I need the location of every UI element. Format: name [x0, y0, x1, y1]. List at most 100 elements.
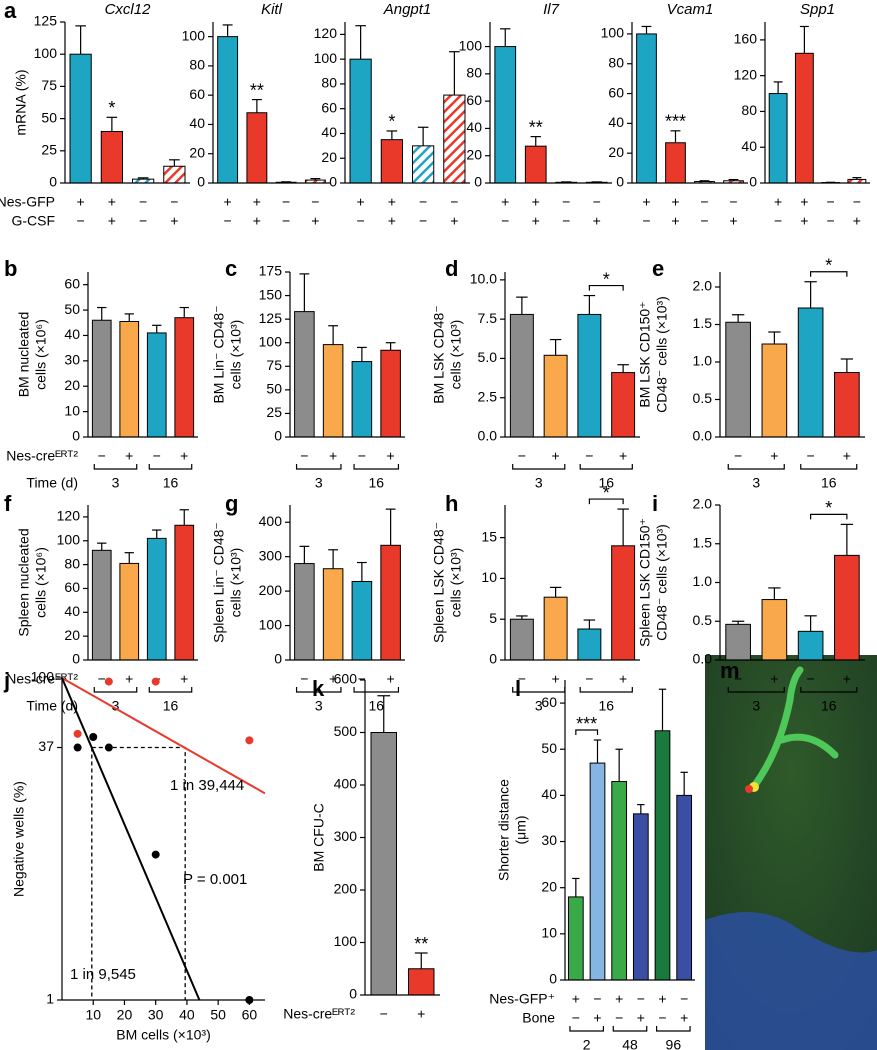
row-sign: + — [680, 1010, 688, 1026]
y-tick-label: 150 — [259, 286, 283, 302]
significance-bracket — [810, 513, 848, 520]
group-title: Time (d) — [26, 475, 78, 491]
row-sign: − — [282, 194, 290, 210]
bar — [543, 354, 568, 438]
row-sign: − — [658, 1010, 666, 1026]
bar — [834, 554, 860, 661]
group-label: 16 — [821, 475, 837, 491]
data-point — [104, 677, 113, 686]
bar — [69, 53, 92, 184]
row-sign: − — [680, 991, 688, 1007]
x-tick-label: 40 — [179, 1007, 195, 1023]
group-bracket — [727, 464, 785, 470]
row-sign: − — [637, 991, 645, 1007]
y-tick-label: 400 — [259, 513, 283, 529]
row-sign: + — [843, 671, 851, 687]
row-sign: − — [282, 213, 290, 229]
group-bracket — [800, 687, 858, 693]
y-tick-label: 100 — [601, 25, 625, 41]
group-label: 96 — [666, 1037, 682, 1050]
row-sign: − — [311, 194, 319, 210]
y-tick-label: 0 — [72, 428, 80, 444]
row-sign: − — [593, 194, 601, 210]
row-sign: + — [615, 991, 623, 1007]
y-tick-label: 300 — [259, 547, 283, 563]
fit-line — [61, 677, 266, 795]
row-sign: + — [843, 448, 851, 464]
y-tick-label: 20 — [321, 149, 337, 165]
y-tick-label: 5 — [489, 610, 497, 626]
y-tick-label: 40 — [541, 786, 557, 802]
y-tick-label: 50 — [541, 740, 557, 756]
y-tick-label: 30 — [541, 832, 557, 848]
bar — [174, 317, 195, 438]
bar — [676, 794, 693, 981]
y-axis-label: Negative wells (%) — [11, 781, 27, 897]
row-sign: − — [224, 213, 232, 229]
y-tick-label: 40 — [608, 114, 624, 130]
bar — [543, 596, 568, 661]
y-tick-label: 40 — [189, 115, 205, 131]
group-label: 3 — [112, 698, 120, 714]
y-tick-label: 25 — [266, 404, 282, 420]
bone-region — [705, 912, 877, 1050]
row-sign: − — [300, 671, 308, 687]
bar — [246, 112, 268, 184]
y-tick-label: 5.0 — [478, 349, 498, 365]
row-sign: − — [562, 213, 570, 229]
group-label: 3 — [315, 475, 323, 491]
group-bracket — [727, 687, 785, 693]
bar — [100, 130, 123, 184]
group-bracket — [295, 687, 342, 693]
y-tick-label: 1.0 — [693, 573, 713, 589]
group-bracket — [295, 464, 342, 470]
y-tick-label: 1 — [46, 991, 54, 1007]
cell-dot — [745, 785, 753, 793]
group-bracket — [148, 687, 193, 693]
bar — [509, 313, 534, 438]
row-sign: − — [729, 194, 737, 210]
data-point — [89, 733, 98, 742]
y-tick-label: 40 — [64, 326, 80, 342]
y-tick-label: 60 — [541, 694, 557, 710]
panel-letter: d — [445, 256, 458, 281]
y-axis-label: Spleen LSK CD150⁺ — [637, 518, 653, 647]
y-tick-label: 60 — [64, 579, 80, 595]
y-axis-label: Spleen Lin⁻ CD48⁻ — [211, 522, 227, 643]
panel-letter: b — [4, 256, 17, 281]
y-tick-label: 100 — [259, 333, 283, 349]
row-sign: + — [450, 213, 458, 229]
row-sign: − — [562, 194, 570, 210]
row-sign: − — [642, 213, 650, 229]
bar — [174, 524, 195, 661]
row-sign: − — [419, 194, 427, 210]
y-tick-label: 100 — [57, 531, 81, 547]
group-label: 2 — [583, 1037, 591, 1050]
y-tick-label: 40 — [64, 603, 80, 619]
y-axis-label: BM LSK CD150⁺ — [637, 301, 653, 407]
y-tick-label: 1.5 — [693, 534, 713, 550]
group-label: 3 — [112, 475, 120, 491]
y-axis-label: Spleen LSK CD48⁻ — [431, 522, 447, 643]
row-sign: − — [380, 1006, 388, 1022]
data-point — [73, 743, 82, 752]
row-sign: + — [387, 671, 395, 687]
y-tick-label: 0 — [749, 174, 757, 190]
bar — [294, 563, 315, 661]
significance: *** — [576, 714, 597, 734]
row-sign: − — [807, 671, 815, 687]
significance: ** — [250, 80, 264, 100]
y-axis-label: cells (×10⁶) — [33, 547, 49, 618]
y-tick-label: 100 — [182, 27, 206, 43]
bar — [567, 896, 584, 981]
panel-letter: h — [445, 491, 458, 516]
bar — [632, 813, 649, 981]
bar — [408, 968, 435, 996]
bar — [119, 562, 140, 661]
y-tick-label: 50 — [64, 301, 80, 317]
row-sign: + — [572, 991, 580, 1007]
y-tick-label: 20 — [541, 878, 557, 894]
row-sign: + — [774, 194, 782, 210]
micrograph — [705, 655, 877, 1050]
panel-letter: i — [652, 491, 658, 516]
